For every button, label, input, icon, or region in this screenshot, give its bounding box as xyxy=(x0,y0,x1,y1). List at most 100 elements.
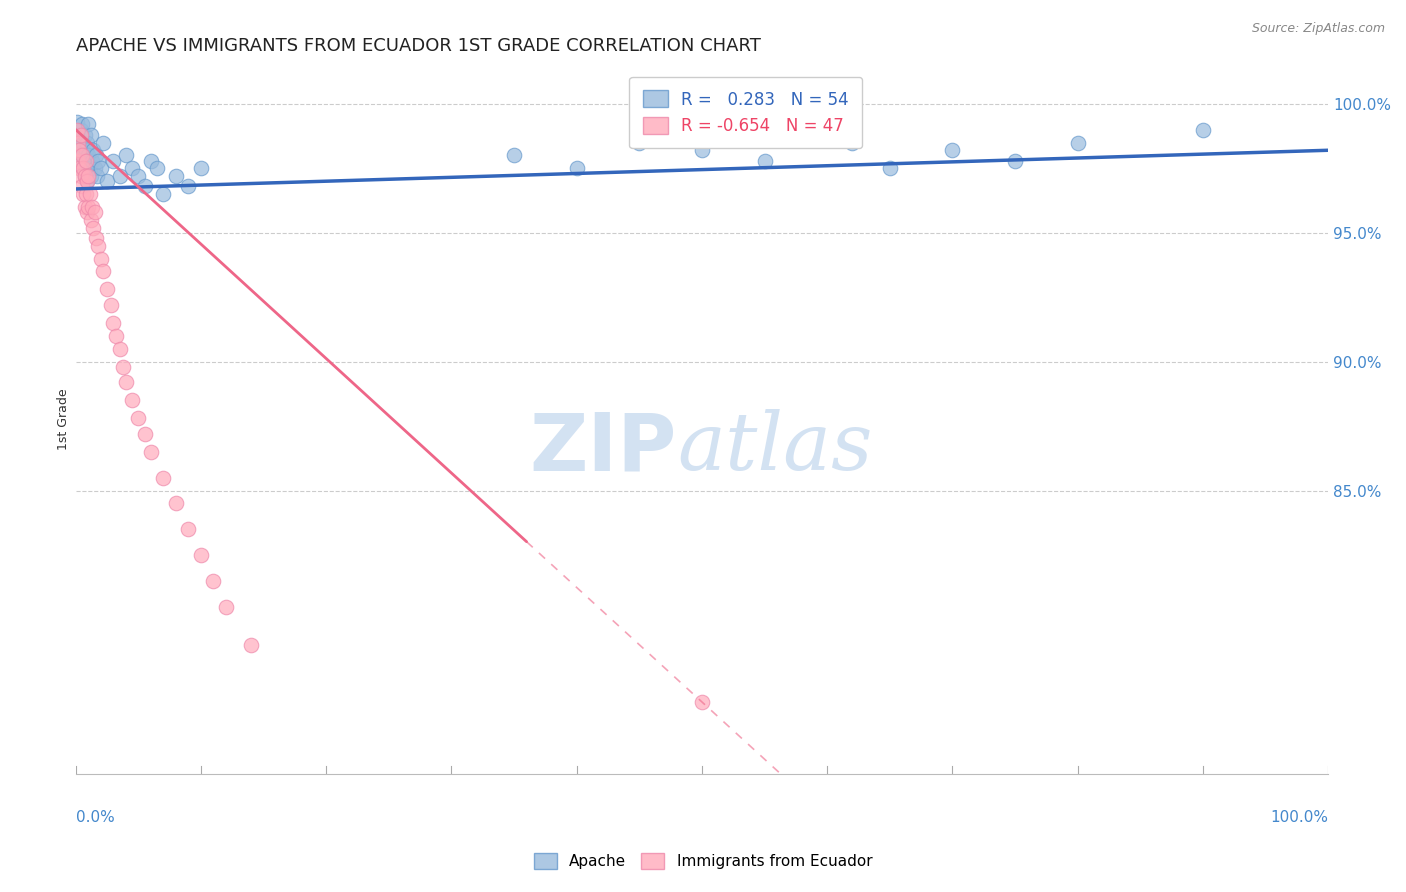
Point xyxy=(79,161,101,176)
Point xyxy=(90,252,112,266)
Point xyxy=(114,376,136,390)
Point xyxy=(70,118,93,132)
Point xyxy=(82,143,104,157)
Point xyxy=(503,148,526,162)
Point xyxy=(108,169,131,183)
Point xyxy=(127,411,149,425)
Point xyxy=(90,161,112,176)
Point xyxy=(1066,136,1088,150)
Point xyxy=(139,445,162,459)
Point xyxy=(75,187,97,202)
Point xyxy=(76,205,98,219)
Point xyxy=(73,169,96,183)
Point xyxy=(177,522,200,536)
Point xyxy=(72,161,94,176)
Point xyxy=(146,161,169,176)
Point xyxy=(67,128,90,142)
Text: 100.0%: 100.0% xyxy=(1270,810,1329,824)
Point xyxy=(1192,122,1215,136)
Text: atlas: atlas xyxy=(676,409,872,487)
Point xyxy=(80,212,103,227)
Point xyxy=(69,122,91,136)
Point xyxy=(240,638,263,652)
Point xyxy=(139,153,162,168)
Point xyxy=(83,161,105,176)
Legend: Apache, Immigrants from Ecuador: Apache, Immigrants from Ecuador xyxy=(527,847,879,875)
Point xyxy=(69,143,91,157)
Point xyxy=(72,187,94,202)
Point xyxy=(1004,153,1026,168)
Point xyxy=(815,128,838,142)
Point xyxy=(69,161,91,176)
Point xyxy=(96,283,118,297)
Point xyxy=(66,115,89,129)
Point xyxy=(215,599,238,614)
Point xyxy=(841,136,863,150)
Point xyxy=(69,153,91,168)
Y-axis label: 1st Grade: 1st Grade xyxy=(58,389,70,450)
Point xyxy=(77,148,100,162)
Point xyxy=(69,143,91,157)
Point xyxy=(152,471,174,485)
Text: APACHE VS IMMIGRANTS FROM ECUADOR 1ST GRADE CORRELATION CHART: APACHE VS IMMIGRANTS FROM ECUADOR 1ST GR… xyxy=(76,37,761,55)
Point xyxy=(177,179,200,194)
Point xyxy=(565,161,588,176)
Point xyxy=(73,169,96,183)
Point xyxy=(77,200,100,214)
Point xyxy=(83,205,105,219)
Point xyxy=(70,161,93,176)
Point xyxy=(96,174,118,188)
Point xyxy=(104,329,127,343)
Point xyxy=(84,231,107,245)
Point xyxy=(690,143,713,157)
Point xyxy=(91,136,114,150)
Point xyxy=(80,128,103,142)
Point xyxy=(69,128,91,142)
Point xyxy=(80,200,103,214)
Point xyxy=(754,153,776,168)
Point xyxy=(86,169,108,183)
Point xyxy=(77,169,100,183)
Point xyxy=(69,136,91,150)
Point xyxy=(190,548,212,562)
Text: 0.0%: 0.0% xyxy=(76,810,114,824)
Point xyxy=(202,574,225,588)
Point xyxy=(80,153,103,168)
Point xyxy=(152,187,174,202)
Legend: R =   0.283   N = 54, R = -0.654   N = 47: R = 0.283 N = 54, R = -0.654 N = 47 xyxy=(630,77,862,148)
Point xyxy=(75,156,97,170)
Point xyxy=(134,426,156,441)
Point xyxy=(100,298,122,312)
Point xyxy=(121,393,143,408)
Point xyxy=(690,695,713,709)
Point xyxy=(79,187,101,202)
Point xyxy=(73,128,96,142)
Point xyxy=(77,118,100,132)
Point xyxy=(103,316,125,330)
Point xyxy=(190,161,212,176)
Point xyxy=(165,496,187,510)
Point xyxy=(76,174,98,188)
Point xyxy=(75,153,97,168)
Point xyxy=(127,169,149,183)
Point xyxy=(134,179,156,194)
Point xyxy=(121,161,143,176)
Point xyxy=(87,153,110,168)
Point xyxy=(73,200,96,214)
Point xyxy=(70,179,93,194)
Point xyxy=(76,174,98,188)
Point xyxy=(112,359,135,374)
Point xyxy=(72,136,94,150)
Point xyxy=(114,148,136,162)
Point xyxy=(941,143,963,157)
Point xyxy=(165,169,187,183)
Point xyxy=(84,148,107,162)
Point xyxy=(103,153,125,168)
Point xyxy=(76,136,98,150)
Point xyxy=(879,161,901,176)
Point xyxy=(70,148,93,162)
Point xyxy=(87,238,110,252)
Text: Source: ZipAtlas.com: Source: ZipAtlas.com xyxy=(1251,22,1385,36)
Point xyxy=(75,143,97,157)
Point xyxy=(80,169,103,183)
